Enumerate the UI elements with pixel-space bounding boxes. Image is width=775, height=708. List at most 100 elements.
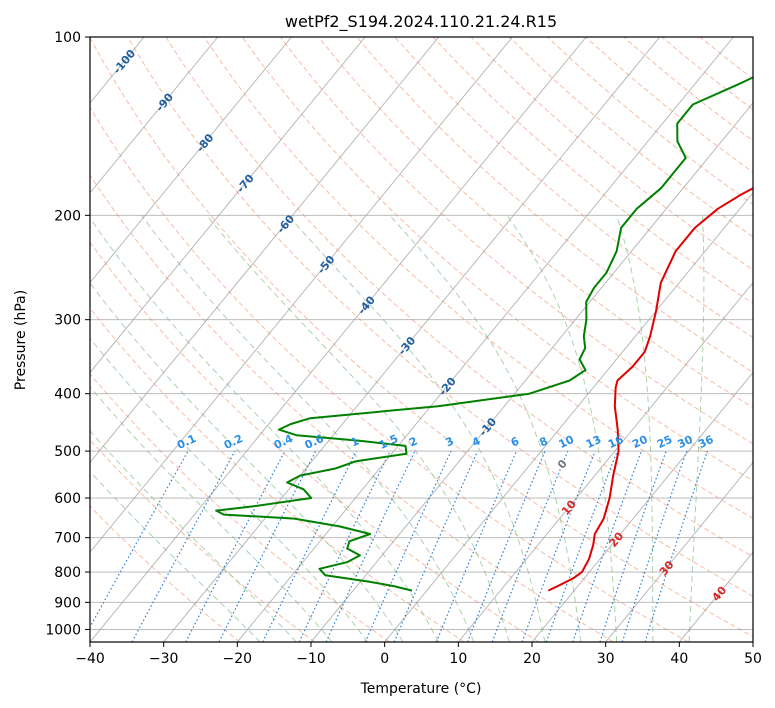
- moist-adiabat: [90, 217, 439, 642]
- x-tick-label: 10: [449, 651, 467, 667]
- dry-adiabat: [90, 174, 614, 642]
- x-tick-label: 0: [380, 651, 389, 667]
- dry-adiabat: [90, 307, 465, 642]
- y-tick-label: 100: [54, 30, 81, 46]
- y-axis-label: Pressure (hPa): [13, 290, 29, 390]
- isotherm-line: [310, 102, 753, 642]
- isotherm-line: [752, 641, 753, 642]
- mixing-ratio-label: 1: [349, 434, 361, 449]
- y-tick-label: 300: [54, 313, 81, 329]
- dry-adiabat: [356, 37, 753, 373]
- isotherm-line: [384, 192, 753, 642]
- temperature-profile-line: [547, 187, 753, 592]
- x-tick-label: −30: [149, 651, 179, 667]
- moist-adiabat: [616, 215, 654, 642]
- mixing-ratio-line: [545, 450, 618, 642]
- moist-adiabat: [688, 215, 705, 642]
- y-tick-label: 800: [54, 565, 81, 581]
- mixing-ratio-label: 10: [557, 433, 577, 451]
- mixing-ratio-label: 1.5: [377, 432, 400, 452]
- dry-adiabat: [127, 37, 753, 597]
- mixing-ratio-line: [572, 450, 643, 642]
- moist-adiabat: [287, 214, 546, 642]
- isotherm-line: [90, 37, 366, 374]
- dry-adiabat: [699, 37, 753, 80]
- chart-title: wetPf2_S194.2024.110.21.24.R15: [285, 12, 557, 32]
- y-axis-ticks: 100 200 300 400 500 600 700 800 900 1000: [45, 30, 90, 638]
- isotherm-line: [90, 37, 219, 194]
- isotherm-line: [531, 371, 753, 642]
- mixing-ratio-label: 36: [696, 433, 716, 451]
- mixing-ratio-label: 30: [676, 433, 696, 451]
- isotherm-label: -100: [111, 47, 139, 77]
- isotherm-line: [90, 37, 513, 553]
- x-tick-label: 20: [523, 651, 541, 667]
- line-labels: 0.1 0.2 0.4 0.6 1 1.5 2 3 4 6 8 10 13 16 20 25 30 36-100-…: [111, 47, 730, 604]
- y-tick-label: 500: [54, 444, 81, 460]
- data-series: [215, 76, 753, 592]
- dry-adiabat: [547, 37, 753, 205]
- mixing-ratio-line: [131, 450, 236, 642]
- isotherm-line: [90, 37, 440, 464]
- mixing-ratio-label: 20: [630, 433, 650, 451]
- mixing-ratio-line: [491, 450, 569, 642]
- mixing-ratio-line: [435, 450, 518, 642]
- mixing-ratio-line: [599, 450, 667, 642]
- isotherm-line: [605, 461, 753, 642]
- isotherm-line: [90, 37, 292, 284]
- isotherm-line: [0, 37, 70, 642]
- background-grid: [0, 37, 753, 642]
- y-tick-label: 200: [54, 208, 81, 224]
- mixing-ratio-label: 13: [584, 433, 603, 451]
- isotherm-line: [163, 37, 661, 642]
- moist-adiabat: [90, 470, 261, 642]
- dry-adiabat: [241, 37, 753, 482]
- mixing-ratio-label: 3: [443, 434, 455, 449]
- isotherm-line: [236, 37, 734, 642]
- mixing-ratio-line: [90, 450, 189, 629]
- dry-adiabat: [90, 439, 316, 642]
- dry-adiabat: [203, 37, 753, 519]
- mixing-ratio-line: [364, 450, 452, 642]
- y-tick-label: 400: [54, 387, 81, 403]
- dry-adiabat: [90, 106, 689, 642]
- moist-adiabat: [90, 386, 333, 642]
- mixing-ratio-line: [644, 450, 708, 642]
- x-axis-ticks: −40 −30 −20 −10 0 10 20 30 40 50: [75, 642, 762, 667]
- mixing-ratio-label: 2: [407, 434, 419, 449]
- moist-adiabat: [90, 429, 297, 642]
- mixing-ratio-label: 0.6: [303, 432, 326, 452]
- mixing-ratio-label: 0.2: [222, 432, 245, 452]
- dry-adiabat: [432, 37, 753, 304]
- x-tick-label: 50: [744, 651, 762, 667]
- mixing-ratio-label: 4: [470, 434, 483, 449]
- moist-adiabat: [206, 214, 510, 642]
- y-tick-label: 900: [54, 595, 81, 611]
- dry-adiabat: [90, 373, 390, 642]
- mixing-ratio-line: [621, 450, 688, 642]
- x-tick-label: 30: [597, 651, 615, 667]
- moist-adiabat: [389, 214, 582, 642]
- plot-frame: [89, 36, 754, 643]
- y-tick-label: 1000: [45, 622, 81, 638]
- mixing-ratio-line: [185, 450, 286, 642]
- mixing-ratio-label: 0.4: [272, 432, 295, 452]
- mixing-ratio-line: [466, 450, 546, 642]
- mixing-ratio-label: 25: [655, 433, 674, 451]
- dry-adiabat: [280, 37, 753, 445]
- x-tick-label: −20: [223, 651, 253, 667]
- dry-adiabat: [470, 37, 753, 271]
- dry-adiabat: [318, 37, 753, 409]
- mixing-ratio-line: [521, 450, 596, 642]
- isotherm-line: [90, 37, 587, 642]
- x-axis-label: Temperature (°C): [360, 681, 482, 697]
- x-tick-label: 40: [670, 651, 688, 667]
- y-tick-label: 700: [54, 531, 81, 547]
- dewpoint-profile-line: [215, 76, 753, 592]
- mixing-ratio-line: [393, 450, 479, 642]
- dry-adiabat: [90, 241, 540, 642]
- moist-adiabat: [141, 215, 475, 642]
- dry-adiabat: [165, 37, 753, 558]
- x-tick-label: −10: [296, 651, 326, 667]
- mixing-ratio-line: [262, 450, 357, 642]
